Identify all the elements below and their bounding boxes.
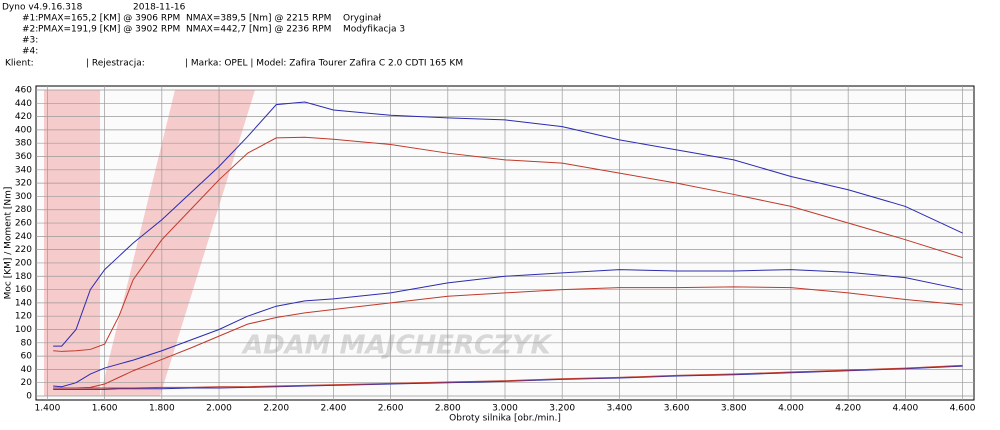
- x-tick-label: 1.400: [35, 404, 61, 414]
- y-tick-label: 180: [15, 272, 32, 282]
- x-tick-label: 2.600: [378, 404, 404, 414]
- y-tick-label: 360: [15, 152, 32, 162]
- y-tick-label: 260: [15, 219, 32, 229]
- y-tick-label: 340: [15, 165, 32, 175]
- run-power: PMAX=165,2 [KM] @ 3906 RPM: [38, 14, 180, 24]
- y-tick-label: 60: [21, 352, 33, 362]
- y-tick-label: 20: [21, 378, 33, 388]
- y-tick-label: 80: [21, 338, 33, 348]
- watermark-shape: [44, 90, 100, 396]
- y-axis-title: Moc [KM] / Moment [Nm]: [4, 187, 14, 300]
- y-tick-label: 100: [15, 325, 32, 335]
- y-tick-label: 420: [15, 112, 32, 122]
- y-tick-label: 140: [15, 298, 32, 308]
- x-axis-title: Obroty silnika [obr./min.]: [449, 414, 561, 424]
- client: Klient:: [5, 59, 34, 69]
- run-power: PMAX=191,9 [KM] @ 3902 RPM: [38, 25, 180, 35]
- x-tick-label: 3.000: [492, 404, 518, 414]
- run-label: Oryginał: [343, 14, 382, 24]
- y-tick-label: 460: [15, 85, 32, 95]
- y-tick-label: 380: [15, 139, 32, 149]
- x-tick-label: 4.200: [835, 404, 861, 414]
- x-tick-label: 4.000: [778, 404, 804, 414]
- x-tick-label: 3.600: [664, 404, 690, 414]
- run-id: #4:: [22, 47, 38, 57]
- run-id: #3:: [22, 36, 38, 46]
- x-tick-label: 2.000: [206, 404, 232, 414]
- x-tick-label: 3.800: [721, 404, 747, 414]
- data-line: [53, 286, 963, 389]
- y-tick-label: 280: [15, 205, 32, 215]
- x-tick-label: 3.200: [549, 404, 575, 414]
- data-line: [53, 101, 963, 347]
- y-tick-label: 120: [15, 312, 32, 322]
- data-line: [53, 364, 963, 389]
- x-tick-label: 4.400: [892, 404, 918, 414]
- y-tick-label: 0: [26, 392, 32, 402]
- run-label: Modyfikacja 3: [343, 25, 405, 35]
- run-id: #1:: [22, 14, 38, 24]
- run-torque: NMAX=389,5 [Nm] @ 2215 RPM: [186, 14, 331, 24]
- registration: | Rejestracja:: [86, 59, 145, 69]
- x-tick-label: 2.400: [321, 404, 347, 414]
- y-tick-label: 400: [15, 125, 32, 135]
- watermark-text: ADAM MAJCHERCZYK: [239, 331, 555, 361]
- y-tick-label: 200: [15, 258, 32, 268]
- y-tick-label: 300: [15, 192, 32, 202]
- y-tick-label: 440: [15, 99, 32, 109]
- run-id: #2:: [22, 25, 38, 35]
- y-tick-label: 240: [15, 232, 32, 242]
- y-tick-label: 320: [15, 179, 32, 189]
- x-tick-label: 3.400: [607, 404, 633, 414]
- y-tick-label: 40: [21, 365, 33, 375]
- x-tick-label: 2.800: [435, 404, 461, 414]
- run-torque: NMAX=442,7 [Nm] @ 2236 RPM: [186, 25, 331, 35]
- y-tick-label: 220: [15, 245, 32, 255]
- x-tick-label: 1.600: [92, 404, 118, 414]
- date: 2018-11-16: [133, 3, 186, 13]
- data-line: [53, 136, 963, 352]
- data-line: [53, 269, 963, 388]
- y-tick-label: 160: [15, 285, 32, 295]
- data-line: [53, 365, 963, 390]
- x-tick-label: 1.800: [149, 404, 175, 414]
- x-tick-label: 2.200: [263, 404, 289, 414]
- vehicle: | Marka: OPEL | Model: Zafira Tourer Zaf…: [185, 59, 463, 69]
- app-version: Dyno v4.9.16.318: [2, 3, 83, 13]
- x-tick-label: 4.600: [950, 404, 976, 414]
- watermark-shape: [100, 90, 255, 396]
